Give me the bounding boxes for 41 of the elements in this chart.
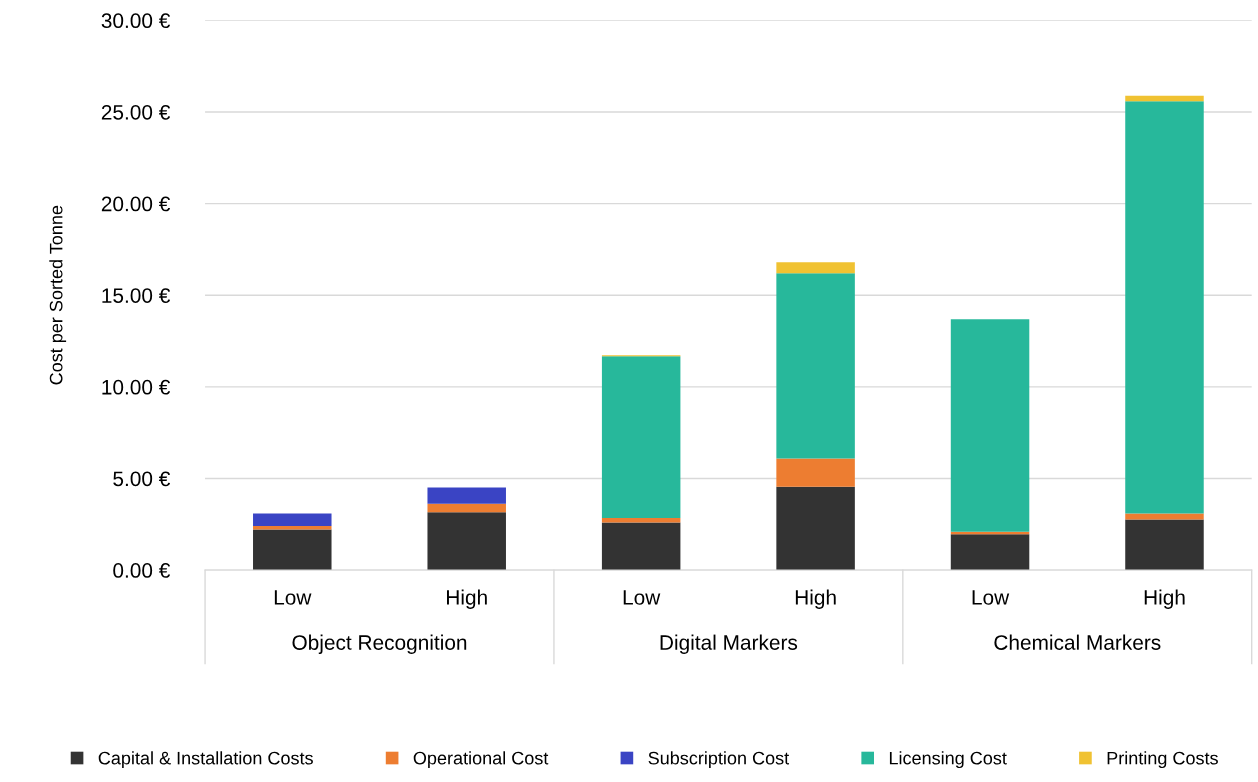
text: Chemical Markers — [994, 634, 1161, 650]
bar — [427, 503, 506, 513]
y-tick-label: 25.00 € — [101, 104, 171, 120]
bar — [1125, 95, 1204, 102]
text: Object Recognition — [292, 634, 467, 654]
text: Digital Markers — [660, 634, 798, 654]
bar — [601, 356, 681, 519]
legend-label: Subscription Cost — [648, 751, 790, 769]
legend-label: Printing Costs — [1107, 751, 1218, 769]
bar — [950, 534, 1030, 571]
bar — [601, 518, 681, 523]
bar — [776, 262, 855, 274]
x-tick-label: High — [447, 589, 487, 609]
bar — [427, 487, 506, 504]
x-tick-label: Low — [274, 590, 312, 605]
bar — [601, 522, 681, 571]
legend-label: Capital & Installation Costs — [98, 751, 313, 769]
bar — [776, 273, 855, 459]
y-tick-label: 5.00 € — [113, 471, 171, 487]
bar — [427, 512, 506, 571]
bar — [776, 486, 855, 571]
legend-label: Licensing Cost — [889, 751, 1007, 769]
y-tick-label: 10.00 € — [102, 379, 171, 395]
y-axis-title: Cost per Sorted Tonne — [49, 205, 67, 385]
y-tick-label: 0.00 € — [113, 563, 171, 578]
bar — [1125, 101, 1204, 514]
x-tick-label: Low — [972, 590, 1010, 605]
bar — [1125, 513, 1204, 520]
bar — [1125, 519, 1204, 571]
bar — [253, 529, 332, 571]
bar — [253, 526, 332, 530]
legend-label: Operational Cost — [413, 751, 549, 769]
bar — [950, 319, 1030, 532]
x-tick-label: Low — [623, 590, 661, 605]
bar — [776, 458, 855, 487]
x-tick-label: High — [1144, 589, 1185, 609]
x-tick-label: High — [795, 589, 836, 609]
y-tick-label: 20.00 € — [101, 196, 171, 212]
y-tick-label: 15.00 € — [102, 288, 171, 303]
y-tick-label: 30.00 € — [101, 13, 171, 29]
bar — [253, 513, 332, 527]
